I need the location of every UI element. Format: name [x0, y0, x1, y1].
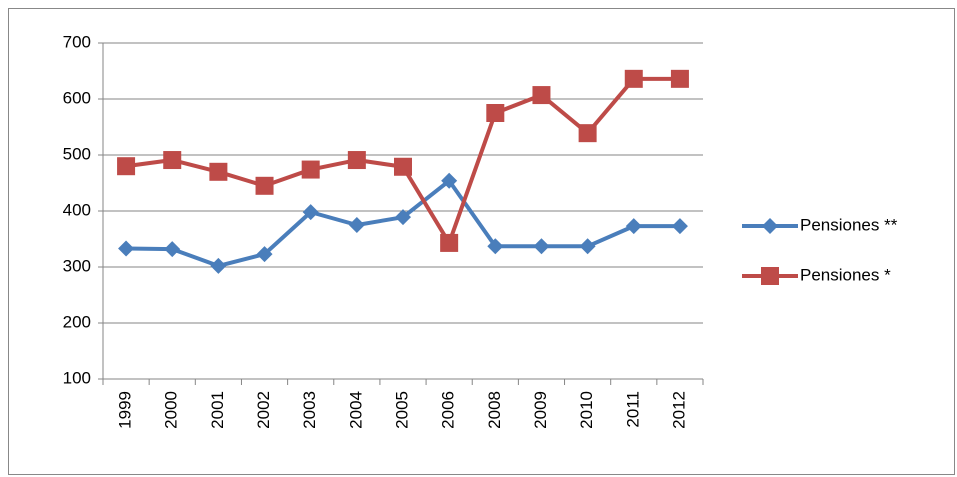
marker	[440, 233, 459, 252]
x-tick-label: 2012	[669, 391, 688, 429]
legend-marker	[761, 267, 779, 285]
marker	[533, 238, 550, 255]
marker	[301, 160, 320, 179]
marker	[670, 69, 689, 88]
marker	[209, 162, 228, 181]
x-tick-label: 2004	[346, 391, 365, 429]
marker	[486, 104, 505, 122]
y-tick-label: 400	[63, 200, 91, 219]
x-tick-label: 2008	[485, 391, 504, 429]
marker	[348, 217, 365, 233]
legend-marker	[762, 218, 778, 234]
marker	[164, 241, 181, 258]
x-tick-label: 2011	[623, 391, 642, 428]
legend-label: Pensiones *	[800, 265, 891, 284]
x-tick-label: 2009	[531, 391, 550, 429]
marker	[255, 176, 274, 195]
chart-border	[8, 8, 955, 475]
y-tick-label: 100	[63, 368, 91, 387]
marker	[394, 157, 412, 176]
x-tick-label: 2006	[439, 391, 458, 429]
marker	[347, 151, 366, 170]
y-tick-label: 500	[63, 144, 91, 163]
marker	[578, 124, 597, 143]
y-tick-label: 600	[63, 88, 91, 107]
y-tick-label: 700	[63, 32, 91, 51]
x-tick-label: 2002	[254, 391, 273, 429]
y-tick-label: 200	[63, 312, 91, 331]
x-tick-label: 2005	[392, 391, 411, 429]
marker	[625, 218, 642, 235]
marker	[441, 172, 458, 189]
marker	[532, 86, 551, 105]
x-tick-label: 1999	[116, 391, 135, 429]
x-tick-label: 2000	[162, 391, 181, 429]
x-tick-label: 2010	[577, 391, 596, 429]
marker	[624, 69, 643, 88]
marker	[395, 209, 411, 226]
x-tick-label: 2003	[300, 391, 319, 429]
marker	[579, 238, 596, 255]
marker	[487, 238, 504, 255]
y-tick-label: 300	[63, 256, 91, 275]
x-tick-label: 2001	[208, 391, 227, 429]
marker	[163, 151, 182, 170]
marker	[302, 204, 319, 221]
marker	[117, 157, 136, 176]
marker	[118, 240, 135, 257]
legend-label: Pensiones **	[800, 215, 898, 234]
marker	[210, 257, 227, 274]
marker	[256, 246, 273, 263]
marker	[671, 218, 688, 235]
